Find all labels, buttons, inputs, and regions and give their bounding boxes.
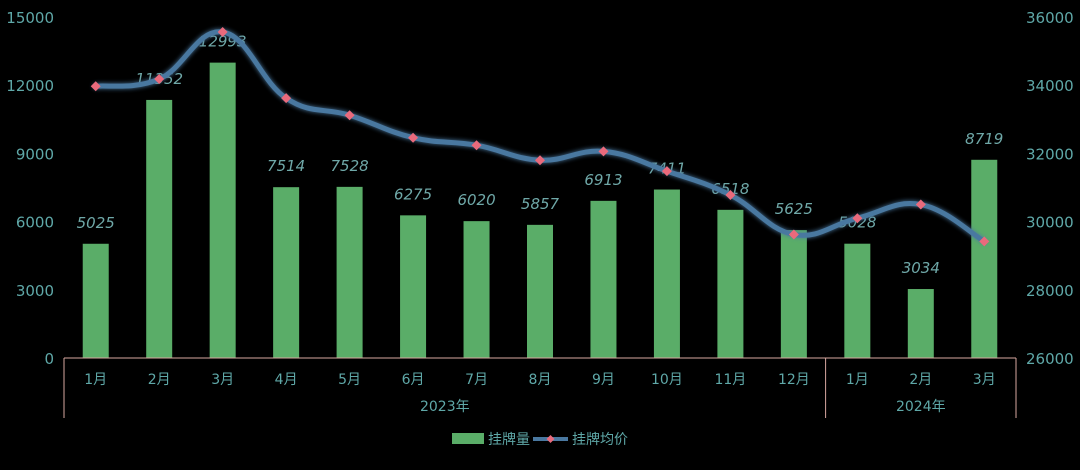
x-axis-tick-label: 3月: [973, 372, 996, 388]
right-y-axis: 26000 28000 30000 32000 34000 36000: [1026, 9, 1074, 368]
x-axis-tick-label: 1月: [84, 372, 107, 388]
x-axis: 1月 2月 3月 4月 5月 6月 7月 8月 9月 10月 11月 12月 1月 2月 3月 2023年 20…: [63, 357, 1017, 418]
line-point-marker: [979, 236, 990, 247]
right-axis-tick-label: 36000: [1026, 9, 1074, 27]
line-point-marker: [90, 81, 101, 92]
line-point-marker: [408, 132, 419, 143]
left-axis-tick-label: 9000: [16, 145, 54, 163]
x-axis-tick-label: 10月: [651, 372, 683, 388]
bar: [717, 209, 744, 358]
right-axis-tick-label: 28000: [1026, 282, 1074, 300]
x-axis-tick-label: 3月: [211, 372, 234, 388]
line-point-marker: [281, 93, 292, 104]
line-point-marker: [471, 140, 482, 151]
line-point-marker: [344, 110, 355, 121]
line-point-marker: [535, 155, 545, 166]
x-axis-tick-label: 2月: [148, 372, 171, 388]
bar-data-label: 8719: [965, 130, 1003, 148]
line-point-marker: [217, 27, 228, 38]
line-point-marker: [788, 229, 799, 240]
left-axis-tick-label: 0: [44, 350, 54, 368]
bar: [336, 186, 363, 358]
legend: 挂牌量 挂牌均价: [452, 431, 628, 448]
bar: [844, 243, 871, 358]
x-axis-tick-label: 9月: [592, 372, 615, 388]
x-axis-group-label: 2024年: [896, 399, 946, 415]
line-point-marker: [852, 213, 863, 224]
left-axis-tick-label: 6000: [16, 214, 54, 232]
legend-label: 挂牌量: [488, 431, 530, 448]
line-point-marker: [154, 74, 165, 85]
x-axis-tick-label: 1月: [846, 372, 869, 388]
line-point-marker: [661, 166, 672, 177]
bar: [653, 189, 680, 358]
bar: [209, 62, 236, 359]
bar: [971, 159, 998, 358]
x-axis-tick-label: 6月: [402, 372, 425, 388]
bar: [273, 187, 300, 358]
right-axis-tick-label: 32000: [1026, 145, 1074, 163]
bar: [907, 289, 934, 358]
bar: [527, 224, 553, 358]
legend-label: 挂牌均价: [572, 431, 628, 448]
left-axis-tick-label: 15000: [6, 9, 54, 27]
legend-swatch-bar: [452, 433, 484, 444]
bar: [590, 200, 617, 358]
right-axis-tick-label: 34000: [1026, 77, 1074, 95]
bar-data-label: 6518: [711, 180, 749, 198]
bar-data-label: 7514: [267, 157, 305, 175]
bar: [463, 221, 490, 358]
bar: [146, 99, 173, 358]
x-axis-tick-label: 7月: [465, 372, 488, 388]
left-y-axis: 0 3000 6000 9000 12000 15000: [6, 9, 54, 368]
bar-data-label: 5025: [77, 214, 115, 232]
x-axis-tick-label: 8月: [529, 372, 552, 388]
bar-data-label: 6275: [394, 185, 432, 203]
x-axis-tick-label: 4月: [275, 372, 298, 388]
line-point-marker: [915, 199, 926, 210]
bar-data-label: 6020: [457, 191, 495, 209]
line-point-marker: [725, 190, 736, 201]
bar-data-label: 5625: [775, 200, 813, 218]
bar-data-label: 6913: [584, 171, 622, 189]
bar-data-label: 3034: [902, 259, 940, 277]
x-axis-tick-label: 12月: [778, 372, 810, 388]
line-point-marker: [598, 146, 609, 157]
left-axis-tick-label: 12000: [6, 77, 54, 95]
bar: [780, 230, 807, 358]
bar: [82, 243, 109, 358]
left-axis-tick-label: 3000: [16, 282, 54, 300]
right-axis-tick-label: 30000: [1026, 214, 1074, 232]
x-axis-tick-label: 5月: [338, 372, 361, 388]
x-axis-group-label: 2023年: [420, 399, 470, 415]
right-axis-tick-label: 26000: [1026, 350, 1074, 368]
x-axis-tick-label: 11月: [714, 372, 746, 388]
bar-series: [82, 62, 998, 359]
bar-data-label: 7528: [331, 157, 369, 175]
line-series: [90, 27, 990, 247]
x-axis-tick-label: 2月: [909, 372, 932, 388]
bar: [400, 215, 427, 358]
legend-swatch-marker: [546, 435, 555, 443]
bar-data-label: 5857: [521, 195, 560, 213]
